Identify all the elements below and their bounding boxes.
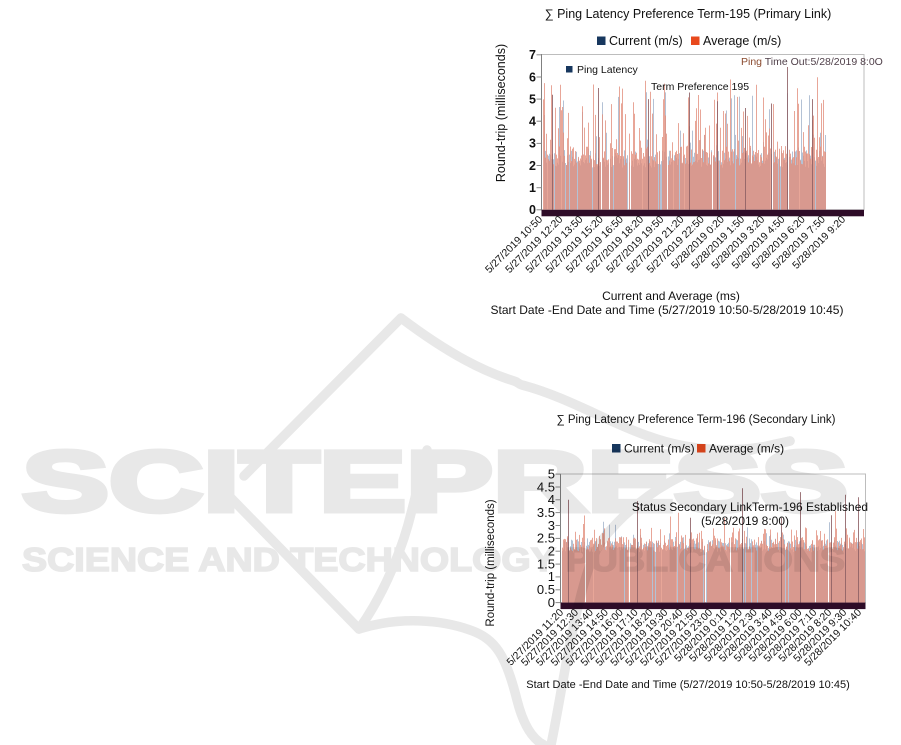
svg-text:Current and Average (ms): Current and Average (ms) <box>602 289 740 303</box>
svg-text:7: 7 <box>529 48 536 62</box>
svg-text:Start Date -End Date and Time: Start Date -End Date and Time (5/27/2019… <box>526 679 850 691</box>
svg-text:2: 2 <box>529 159 536 173</box>
svg-text:0: 0 <box>529 203 536 217</box>
svg-text:(5/28/2019 8:00): (5/28/2019 8:00) <box>701 514 789 528</box>
svg-text:Round-trip (milliseconds): Round-trip (milliseconds) <box>485 499 497 626</box>
svg-text:Start Date -End Date and Time: Start Date -End Date and Time (5/27/2019… <box>491 303 844 317</box>
svg-text:1: 1 <box>529 181 536 195</box>
svg-text:Term Preference 195: Term Preference 195 <box>651 81 749 93</box>
svg-text:Average (m/s): Average (m/s) <box>703 34 781 48</box>
svg-text:3: 3 <box>529 137 536 151</box>
svg-text:∑ Ping Latency Preference Term: ∑ Ping Latency Preference Term-195 (Prim… <box>545 7 832 21</box>
svg-text:5: 5 <box>548 466 555 481</box>
svg-text:0: 0 <box>548 595 555 610</box>
svg-text:1.5: 1.5 <box>537 556 555 571</box>
svg-text:0.5: 0.5 <box>537 582 555 597</box>
svg-text:Status Secondary LinkTerm-196: Status Secondary LinkTerm-196 Establishe… <box>632 500 868 514</box>
svg-text:Current (m/s): Current (m/s) <box>609 34 683 48</box>
svg-text:SCIENCE AND TECHNOLOGY PUBLICA: SCIENCE AND TECHNOLOGY PUBLICATIONS <box>22 541 845 578</box>
svg-text:6: 6 <box>529 70 536 84</box>
svg-text:1: 1 <box>548 569 555 584</box>
svg-text:Ping Latency: Ping Latency <box>577 64 638 76</box>
svg-text:5: 5 <box>529 92 536 106</box>
svg-text:4: 4 <box>529 115 536 129</box>
svg-text:2.5: 2.5 <box>537 531 555 546</box>
svg-text:2: 2 <box>548 544 555 559</box>
svg-text:Ping Time Out:5/28/2019 8:0O: Ping Time Out:5/28/2019 8:0O <box>741 56 883 68</box>
svg-text:3: 3 <box>548 518 555 533</box>
svg-text:4: 4 <box>548 492 555 507</box>
svg-text:Round-trip (milliseconds): Round-trip (milliseconds) <box>494 44 508 182</box>
svg-text:4.5: 4.5 <box>537 479 555 494</box>
svg-text:3.5: 3.5 <box>537 505 555 520</box>
